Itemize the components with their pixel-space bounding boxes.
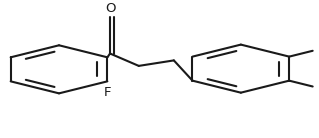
- Text: F: F: [104, 86, 111, 99]
- Text: O: O: [105, 2, 115, 15]
